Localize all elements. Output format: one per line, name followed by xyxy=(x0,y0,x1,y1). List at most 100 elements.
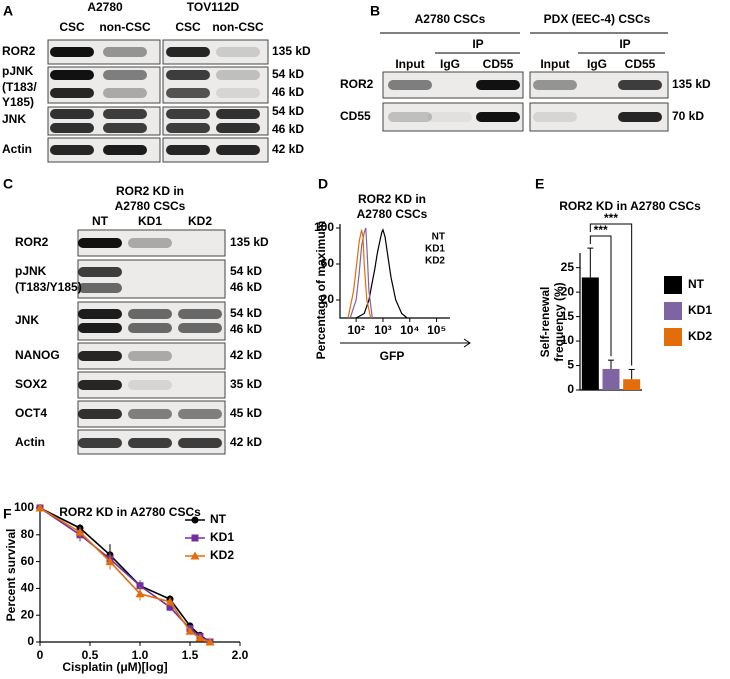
series-line xyxy=(349,227,373,319)
size-label: 70 kD xyxy=(672,109,704,123)
panel-label: E xyxy=(535,176,544,192)
band xyxy=(216,145,260,155)
marker xyxy=(205,637,215,646)
band xyxy=(533,80,577,90)
band xyxy=(166,47,210,57)
y-tick-label: 20 xyxy=(21,607,35,621)
y-tick-label: 40 xyxy=(21,581,35,595)
y-tick-label: 15 xyxy=(561,309,575,323)
blot-frame xyxy=(77,301,226,341)
y-axis-label: Self-renewal xyxy=(538,287,552,358)
band xyxy=(128,351,172,361)
marker xyxy=(191,516,199,524)
band xyxy=(476,112,520,122)
series-line xyxy=(347,229,372,319)
row-label: ROR2 xyxy=(340,77,374,91)
row-label: CD55 xyxy=(340,109,371,123)
legend-label: NT xyxy=(210,512,227,526)
band xyxy=(216,109,260,119)
size-label: 135 kD xyxy=(230,235,269,249)
size-label: 54 kD xyxy=(272,104,304,118)
row-label: Actin xyxy=(2,142,32,156)
row-label: Actin xyxy=(15,435,45,449)
x-tick-label: 0 xyxy=(37,648,44,662)
band xyxy=(476,80,520,90)
significance: *** xyxy=(594,223,608,237)
y-tick-label: 25 xyxy=(561,260,575,274)
legend-swatch xyxy=(664,328,682,346)
x-tick-label: 10⁴ xyxy=(400,323,419,337)
ip-label: IP xyxy=(619,37,630,51)
legend-swatch xyxy=(664,276,682,294)
lane-label: CSC xyxy=(59,20,85,34)
band xyxy=(50,145,94,155)
band xyxy=(50,88,94,98)
marker xyxy=(35,503,45,512)
lane-label: Input xyxy=(540,57,569,71)
significance: *** xyxy=(604,211,618,225)
gfp-arrowhead xyxy=(463,338,471,348)
marker xyxy=(191,534,199,542)
y-tick-label: 0 xyxy=(27,634,34,648)
lane-label: CD55 xyxy=(625,57,656,71)
size-label: 54 kD xyxy=(230,264,262,278)
band xyxy=(78,380,122,390)
legend-label: KD2 xyxy=(688,329,712,343)
band xyxy=(166,70,210,80)
band xyxy=(78,438,122,448)
size-label: 135 kD xyxy=(672,77,711,91)
lane-label: NT xyxy=(92,214,109,228)
size-label: 46 kD xyxy=(230,322,262,336)
panel-label: C xyxy=(3,176,13,192)
chart-title: A2780 CSCs xyxy=(357,207,428,221)
marker xyxy=(165,597,175,606)
size-label: 46 kD xyxy=(272,122,304,136)
size-label: 54 kD xyxy=(272,67,304,81)
band xyxy=(216,88,260,98)
band xyxy=(78,409,122,419)
band xyxy=(216,123,260,133)
band xyxy=(618,112,662,122)
size-label: 135 kD xyxy=(272,44,311,58)
band xyxy=(103,88,147,98)
row-label: JNK xyxy=(2,112,26,126)
band xyxy=(128,409,172,419)
row-label: (T183/Y185) xyxy=(15,280,82,294)
legend-label: NT xyxy=(688,277,705,291)
marker xyxy=(190,551,200,560)
axis xyxy=(339,224,450,319)
row-label: SOX2 xyxy=(15,377,47,391)
size-label: 45 kD xyxy=(230,406,262,420)
row-label: (T183/ xyxy=(2,80,37,94)
y-axis-label: frequency (%) xyxy=(552,282,566,361)
size-label: 42 kD xyxy=(272,142,304,156)
band xyxy=(78,323,122,333)
legend-label: KD1 xyxy=(688,303,712,317)
x-tick-label: 10³ xyxy=(374,323,391,337)
lane-label: non-CSC xyxy=(212,20,264,34)
y-tick-label: 80 xyxy=(21,527,35,541)
band xyxy=(78,267,122,277)
band xyxy=(78,351,122,361)
legend-label: KD1 xyxy=(210,530,234,544)
band xyxy=(618,80,662,90)
y-tick-label: 100 xyxy=(314,220,334,234)
row-label: ROR2 xyxy=(15,235,49,249)
band xyxy=(78,238,122,248)
sig-bracket xyxy=(589,223,633,366)
y-tick-label: 20 xyxy=(321,292,335,306)
band xyxy=(50,123,94,133)
band xyxy=(78,309,122,319)
y-tick-label: 10 xyxy=(561,333,575,347)
row-label: ROR2 xyxy=(2,44,36,58)
band xyxy=(216,47,260,57)
marker xyxy=(185,626,195,635)
band xyxy=(388,80,432,90)
chart-title: ROR2 KD in xyxy=(358,192,426,206)
row-label: pJNK xyxy=(15,264,47,278)
y-tick-label: 5 xyxy=(567,358,574,372)
group-label: PDX (EEC-4) CSCs xyxy=(544,12,651,26)
lane-label: KD1 xyxy=(138,214,162,228)
y-tick-label: 60 xyxy=(21,554,35,568)
legend-swatch xyxy=(664,302,682,320)
